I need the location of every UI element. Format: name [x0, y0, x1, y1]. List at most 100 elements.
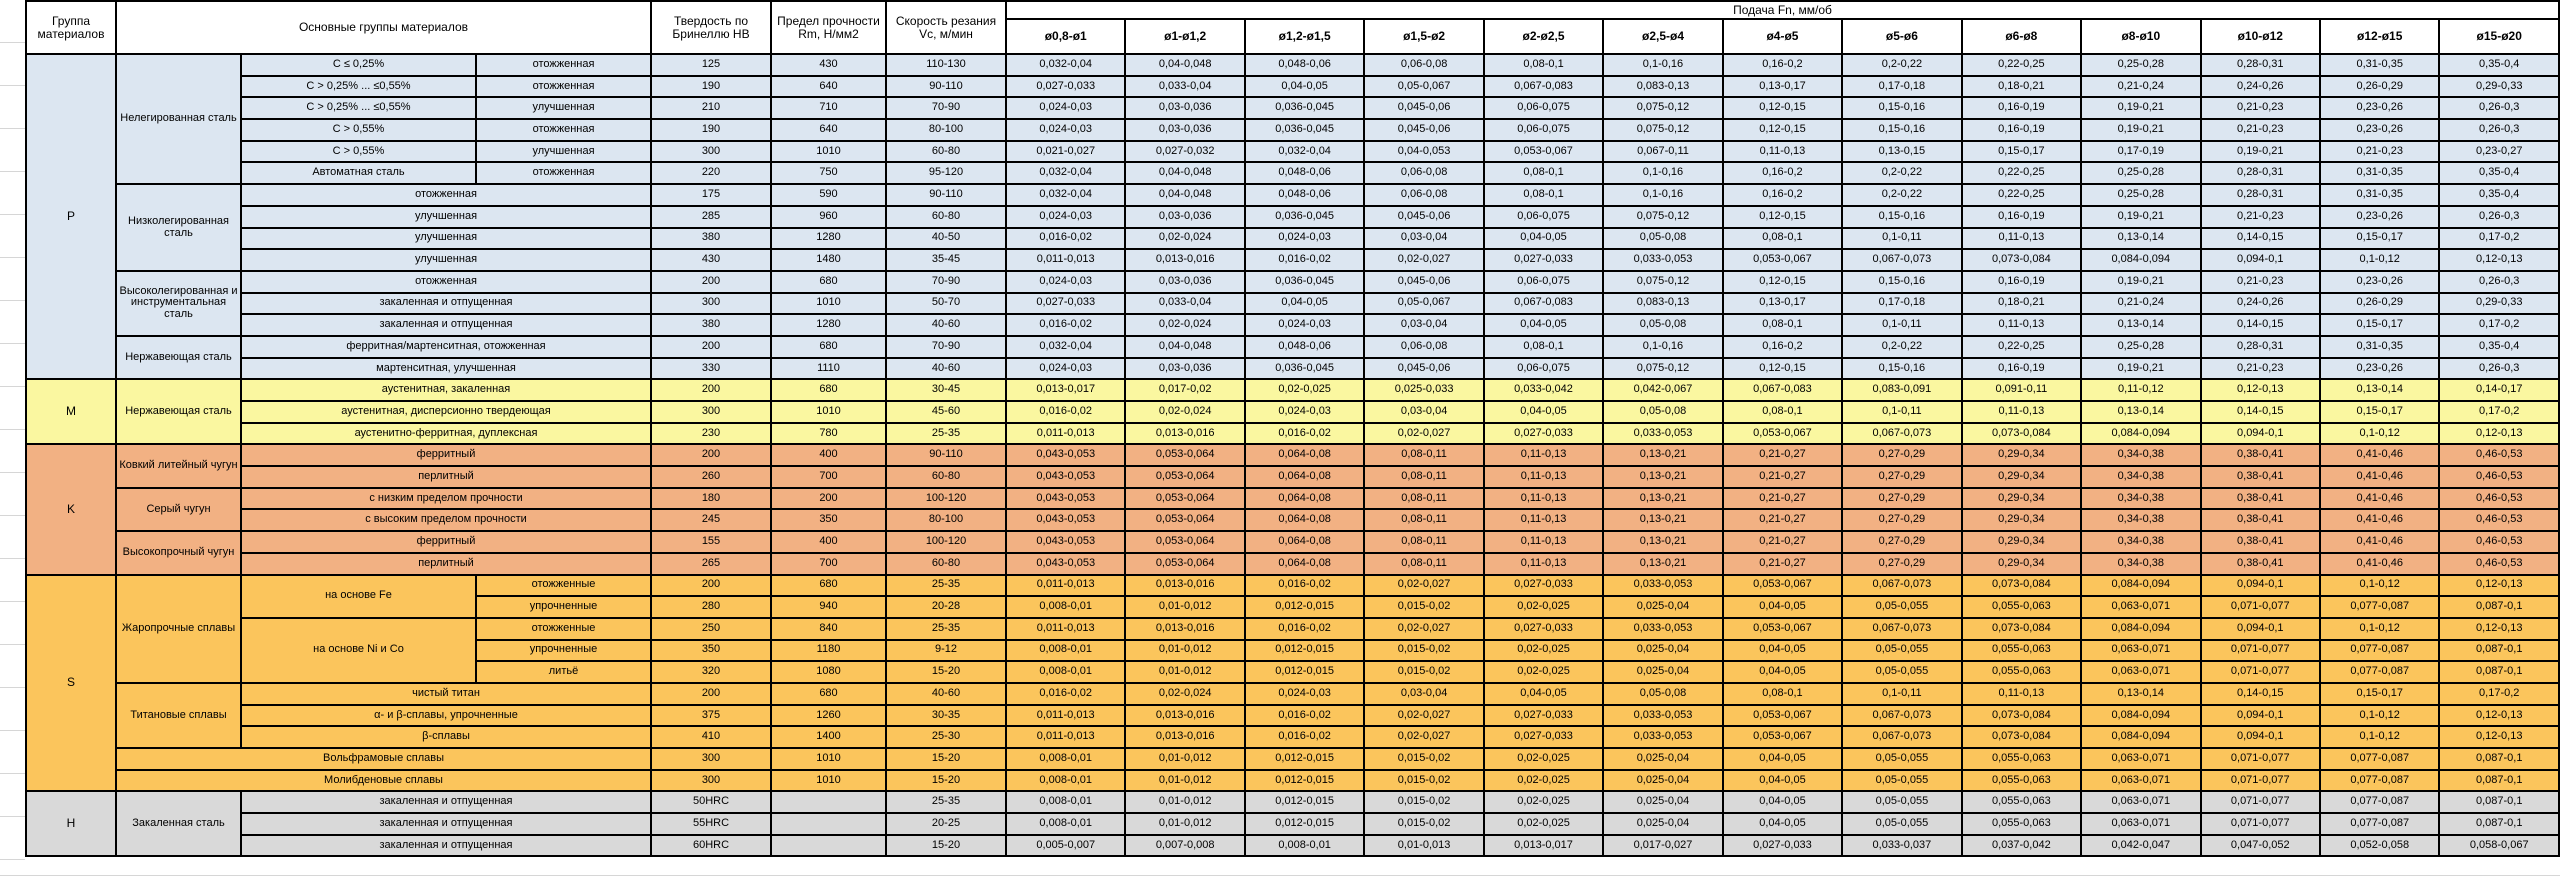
feed-cell-9[interactable]: 0,19-0,21 — [2080, 204, 2202, 229]
material-cell[interactable]: аустенитно-ферритная, дуплексная — [240, 421, 652, 446]
feed-cell-3[interactable]: 0,06-0,08 — [1363, 334, 1485, 359]
feed-cell-9[interactable]: 0,084-0,094 — [2080, 616, 2202, 641]
feed-cell-4[interactable]: 0,067-0,083 — [1482, 74, 1605, 99]
feed-cell-6[interactable]: 0,053-0,067 — [1721, 421, 1844, 446]
feed-cell-4[interactable]: 0,027-0,033 — [1482, 616, 1605, 641]
strength-cell[interactable]: 960 — [770, 204, 887, 229]
feed-cell-6[interactable]: 0,053-0,067 — [1721, 616, 1844, 641]
feed-cell-5[interactable]: 0,025-0,04 — [1602, 660, 1724, 684]
feed-cell-5[interactable]: 0,033-0,053 — [1602, 616, 1724, 641]
feed-cell-4[interactable]: 0,027-0,033 — [1482, 703, 1605, 728]
feed-cell-5[interactable]: 0,025-0,04 — [1602, 747, 1724, 771]
feed-cell-5[interactable]: 0,13-0,21 — [1602, 486, 1724, 511]
feed-cell-4[interactable]: 0,027-0,033 — [1482, 248, 1605, 272]
feed-cell-12[interactable]: 0,46-0,53 — [2438, 508, 2560, 533]
hardness-cell[interactable]: 190 — [650, 74, 772, 99]
feed-cell-6[interactable]: 0,21-0,27 — [1721, 530, 1844, 554]
feed-cell-6[interactable]: 0,21-0,27 — [1721, 508, 1844, 533]
feed-cell-11[interactable]: 0,15-0,17 — [2318, 226, 2441, 251]
speed-cell[interactable]: 35-45 — [885, 248, 1007, 272]
hardness-cell[interactable]: 125 — [650, 53, 772, 77]
feed-cell-12[interactable]: 0,35-0,4 — [2438, 183, 2560, 207]
feed-cell-6[interactable]: 0,04-0,05 — [1721, 660, 1844, 684]
feed-cell-10[interactable]: 0,071-0,077 — [2199, 660, 2321, 684]
strength-cell[interactable]: 1400 — [770, 725, 887, 749]
hardness-cell[interactable]: 265 — [650, 551, 772, 576]
feed-cell-1[interactable]: 0,007-0,008 — [1124, 833, 1246, 858]
header-diameter-4[interactable]: ø2-ø2,5 — [1482, 18, 1605, 55]
feed-cell-9[interactable]: 0,19-0,21 — [2080, 356, 2202, 381]
feed-cell-6[interactable]: 0,04-0,05 — [1721, 812, 1844, 836]
feed-cell-11[interactable]: 0,31-0,35 — [2318, 334, 2441, 359]
strength-cell[interactable]: 640 — [770, 118, 887, 142]
feed-cell-3[interactable]: 0,08-0,11 — [1363, 486, 1485, 511]
hardness-cell[interactable]: 245 — [650, 508, 772, 533]
material-cell[interactable]: закаленная и отпущенная — [240, 812, 652, 836]
feed-cell-4[interactable]: 0,08-0,1 — [1482, 53, 1605, 77]
hardness-cell[interactable]: 200 — [650, 269, 772, 294]
feed-cell-7[interactable]: 0,067-0,073 — [1841, 573, 1963, 598]
hardness-cell[interactable]: 175 — [650, 183, 772, 207]
material-cell[interactable]: улучшенная — [475, 96, 652, 121]
feed-cell-9[interactable]: 0,063-0,071 — [2080, 660, 2202, 684]
material-cell[interactable]: закаленная и отпущенная — [240, 833, 652, 858]
feed-cell-10[interactable]: 0,071-0,077 — [2199, 595, 2321, 619]
feed-cell-7[interactable]: 0,05-0,055 — [1841, 595, 1963, 619]
feed-cell-3[interactable]: 0,02-0,027 — [1363, 725, 1485, 749]
speed-cell[interactable]: 90-110 — [885, 443, 1007, 468]
feed-cell-12[interactable]: 0,12-0,13 — [2438, 725, 2560, 749]
feed-cell-1[interactable]: 0,04-0,048 — [1124, 334, 1246, 359]
feed-cell-8[interactable]: 0,15-0,17 — [1960, 139, 2083, 164]
feed-cell-1[interactable]: 0,053-0,064 — [1124, 551, 1246, 576]
feed-cell-11[interactable]: 0,41-0,46 — [2318, 443, 2441, 468]
feed-cell-11[interactable]: 0,23-0,26 — [2318, 96, 2441, 121]
feed-cell-4[interactable]: 0,04-0,05 — [1482, 313, 1605, 337]
feed-cell-0[interactable]: 0,016-0,02 — [1004, 681, 1127, 706]
feed-cell-2[interactable]: 0,012-0,015 — [1243, 595, 1366, 619]
speed-cell[interactable]: 100-120 — [885, 486, 1007, 511]
feed-cell-12[interactable]: 0,087-0,1 — [2438, 660, 2560, 684]
material-cell[interactable]: чистый титан — [240, 681, 652, 706]
feed-cell-6[interactable]: 0,12-0,15 — [1721, 269, 1844, 294]
feed-cell-3[interactable]: 0,015-0,02 — [1363, 660, 1485, 684]
material-cell[interactable]: улучшенная — [240, 226, 652, 251]
feed-cell-6[interactable]: 0,13-0,17 — [1721, 291, 1844, 316]
feed-cell-6[interactable]: 0,027-0,033 — [1721, 833, 1844, 858]
feed-cell-10[interactable]: 0,094-0,1 — [2199, 248, 2321, 272]
feed-cell-10[interactable]: 0,094-0,1 — [2199, 421, 2321, 446]
speed-cell[interactable]: 50-70 — [885, 291, 1007, 316]
speed-cell[interactable]: 15-20 — [885, 747, 1007, 771]
speed-cell[interactable]: 40-60 — [885, 356, 1007, 381]
feed-cell-2[interactable]: 0,064-0,08 — [1243, 443, 1366, 468]
feed-cell-4[interactable]: 0,013-0,017 — [1482, 833, 1605, 858]
feed-cell-3[interactable]: 0,06-0,08 — [1363, 183, 1485, 207]
feed-cell-1[interactable]: 0,02-0,024 — [1124, 400, 1246, 424]
feed-cell-5[interactable]: 0,033-0,053 — [1602, 725, 1724, 749]
feed-cell-3[interactable]: 0,08-0,11 — [1363, 443, 1485, 468]
feed-cell-3[interactable]: 0,04-0,053 — [1363, 139, 1485, 164]
strength-cell[interactable]: 1110 — [770, 356, 887, 381]
strength-cell[interactable]: 1180 — [770, 638, 887, 663]
feed-cell-12[interactable]: 0,12-0,13 — [2438, 703, 2560, 728]
feed-cell-7[interactable]: 0,17-0,18 — [1841, 74, 1963, 99]
feed-cell-10[interactable]: 0,38-0,41 — [2199, 443, 2321, 468]
feed-cell-12[interactable]: 0,17-0,2 — [2438, 400, 2560, 424]
feed-cell-8[interactable]: 0,22-0,25 — [1960, 53, 2083, 77]
strength-cell[interactable]: 680 — [770, 681, 887, 706]
speed-cell[interactable]: 20-25 — [885, 812, 1007, 836]
feed-cell-0[interactable]: 0,011-0,013 — [1004, 725, 1127, 749]
feed-cell-2[interactable]: 0,048-0,06 — [1243, 183, 1366, 207]
feed-cell-2[interactable]: 0,016-0,02 — [1243, 703, 1366, 728]
feed-cell-11[interactable]: 0,077-0,087 — [2318, 790, 2441, 815]
feed-cell-1[interactable]: 0,02-0,024 — [1124, 681, 1246, 706]
feed-cell-12[interactable]: 0,12-0,13 — [2438, 248, 2560, 272]
material-cell[interactable]: α- и β-сплавы, упрочненные — [240, 703, 652, 728]
feed-cell-4[interactable]: 0,06-0,075 — [1482, 356, 1605, 381]
material-cell[interactable]: отожженная — [240, 183, 652, 207]
feed-cell-9[interactable]: 0,063-0,071 — [2080, 790, 2202, 815]
feed-cell-7[interactable]: 0,15-0,16 — [1841, 356, 1963, 381]
strength-cell[interactable] — [770, 812, 887, 836]
feed-cell-7[interactable]: 0,2-0,22 — [1841, 161, 1963, 186]
feed-cell-1[interactable]: 0,01-0,012 — [1124, 790, 1246, 815]
feed-cell-0[interactable]: 0,008-0,01 — [1004, 638, 1127, 663]
